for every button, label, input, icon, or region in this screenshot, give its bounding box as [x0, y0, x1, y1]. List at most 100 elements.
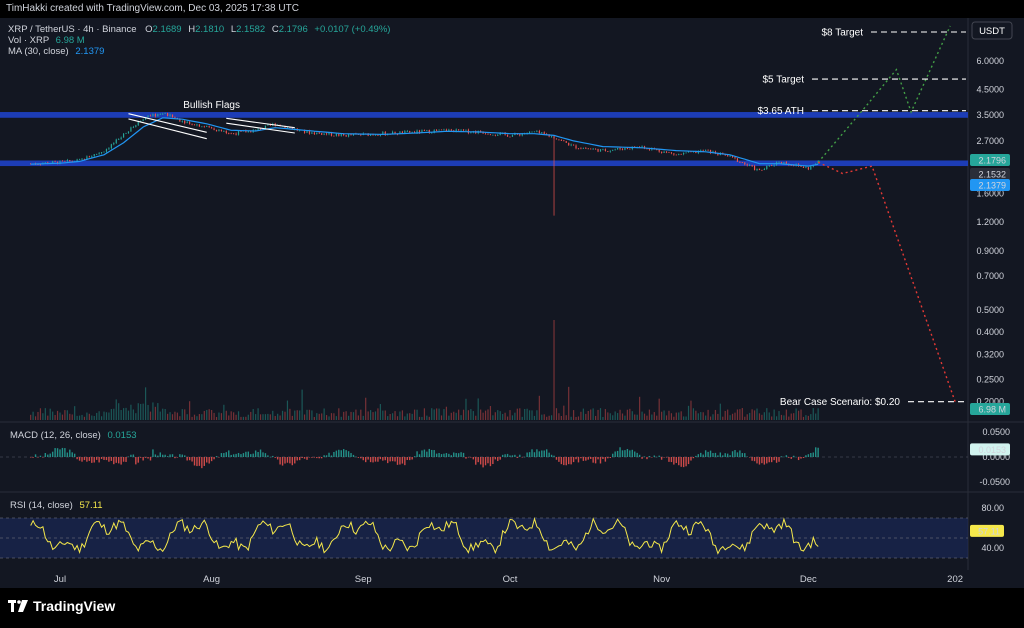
volume-bar: [661, 411, 663, 420]
macd-bar: [269, 456, 272, 458]
candle-body: [560, 140, 562, 141]
candle-body: [807, 167, 809, 170]
macd-bar: [533, 452, 536, 457]
candle-body: [810, 166, 812, 170]
candle-body: [233, 133, 235, 135]
volume-bar: [198, 414, 201, 420]
candle-body: [181, 120, 183, 122]
volume-bar: [233, 412, 235, 420]
volume-bar: [751, 409, 753, 420]
volume-bar: [37, 411, 39, 420]
candle-body: [37, 164, 39, 166]
candle-body: [612, 149, 614, 151]
volume-bar: [643, 413, 646, 420]
volume-bar: [184, 409, 186, 420]
candle-body: [709, 149, 712, 154]
candle-body: [152, 114, 154, 116]
macd-bar: [340, 450, 342, 457]
volume-bar: [668, 410, 670, 420]
candle-body: [61, 160, 64, 162]
volume-bar: [369, 410, 372, 420]
chart-canvas[interactable]: Bullish Flags $8 Target $5 Target $3.65 AT…: [0, 18, 1024, 588]
currency-button[interactable]: USDT: [971, 21, 1013, 40]
macd-bar: [509, 455, 511, 457]
volume-bar: [785, 409, 787, 420]
macd-bar: [132, 454, 135, 457]
macd-bar: [188, 457, 191, 461]
macd-bar: [404, 457, 406, 466]
time-tick-label: Sep: [355, 574, 372, 585]
macd-bar: [142, 457, 144, 461]
candle-body: [113, 143, 115, 145]
volume-bar: [455, 412, 457, 420]
macd-bar: [815, 447, 817, 457]
candle-body: [284, 125, 286, 129]
macd-bar: [785, 455, 788, 457]
macd-bar: [103, 457, 105, 460]
candle-body: [577, 148, 580, 150]
macd-bar: [658, 455, 660, 457]
macd-bar: [783, 456, 785, 458]
candle-body: [171, 114, 174, 118]
volume-bar: [272, 410, 274, 420]
macd-bar: [587, 457, 589, 460]
volume-bar: [411, 413, 413, 420]
candle-body: [731, 155, 734, 158]
legend-open-value: 2.1689: [153, 24, 182, 35]
macd-bar: [766, 457, 768, 464]
time-tick-label: Aug: [203, 574, 220, 585]
macd-title: MACD (12, 26, close): [10, 430, 101, 441]
tradingview-logo[interactable]: TradingView: [8, 598, 115, 614]
macd-bar: [545, 449, 548, 457]
macd-bar: [240, 454, 242, 457]
macd-tick-label: 0.0500: [982, 427, 1010, 437]
volume-bar: [563, 405, 565, 420]
currency-button-label[interactable]: USDT: [979, 26, 1005, 37]
volume-label-bg: [970, 403, 1010, 415]
macd-bar: [264, 453, 267, 457]
macd-bar: [428, 448, 430, 457]
volume-bar: [81, 414, 83, 420]
volume-bar: [592, 408, 594, 420]
volume-bar: [450, 412, 452, 420]
volume-bar: [641, 411, 643, 420]
volume-bar: [497, 410, 499, 420]
volume-bar: [739, 409, 741, 420]
macd-bar: [149, 457, 152, 461]
rsi-legend: RSI (14, close) 57.11: [10, 500, 103, 511]
candle-body: [778, 162, 780, 163]
volume-bar: [130, 404, 132, 420]
price-tick-label: 1.6000: [976, 188, 1004, 198]
macd-bar: [235, 453, 237, 457]
volume-bar: [42, 413, 44, 420]
macd-bar: [445, 453, 448, 457]
level-label-3: Bear Case Scenario: $0.20: [780, 397, 901, 408]
volume-bar: [69, 413, 71, 420]
volume-bar: [531, 410, 533, 420]
candle-body: [563, 140, 565, 142]
macd-bar: [506, 453, 509, 457]
volume-bar: [810, 414, 812, 420]
macd-bar: [810, 452, 812, 457]
volume-bar: [215, 416, 218, 420]
volume-bar: [176, 412, 178, 420]
volume-bar: [761, 414, 763, 420]
volume-bar: [228, 415, 230, 420]
volume-bar: [418, 416, 421, 420]
volume-bar: [763, 412, 765, 420]
candle-body: [377, 134, 379, 136]
macd-bar: [401, 457, 404, 464]
macd-bar: [137, 457, 139, 463]
candle-body: [661, 151, 663, 153]
volume-bar: [460, 415, 462, 420]
candle-body: [416, 130, 418, 133]
macd-bar: [198, 457, 201, 466]
macd-bar: [44, 452, 47, 457]
volume-bar: [74, 406, 76, 420]
candle-body: [191, 124, 193, 125]
macd-bar: [536, 449, 538, 457]
candle-body: [665, 151, 668, 153]
macd-bar: [135, 457, 137, 465]
volume-bar: [303, 414, 306, 420]
macd-bar: [479, 457, 482, 465]
